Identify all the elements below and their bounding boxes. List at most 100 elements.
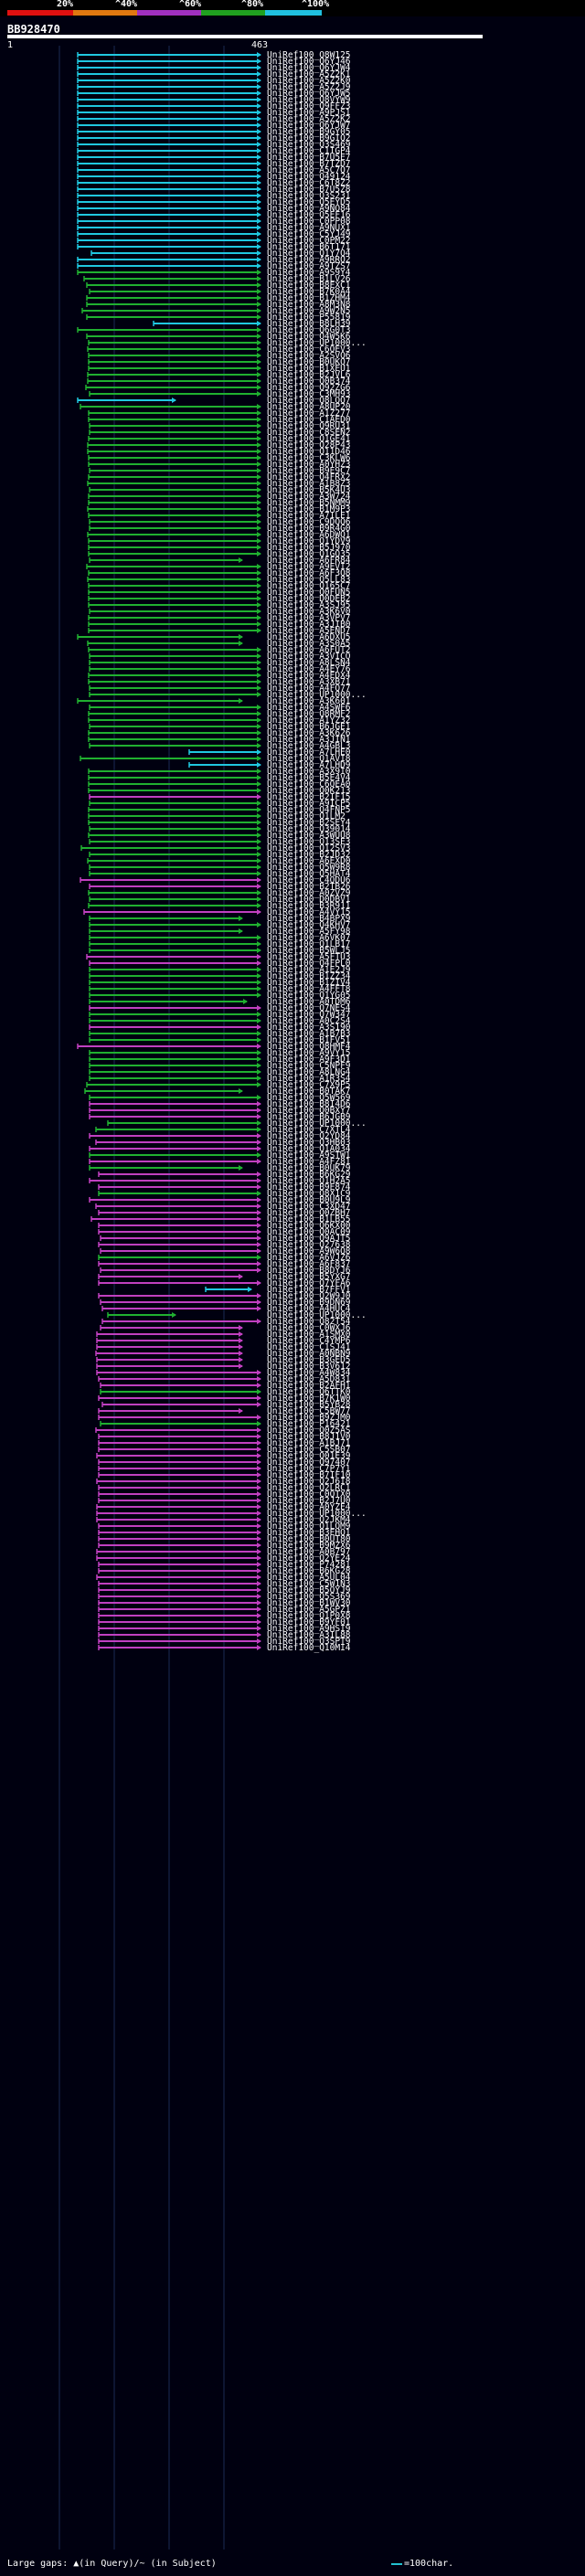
hit-label[interactable]: UniRef100_C0PP08 (267, 217, 351, 227)
hit-label[interactable]: UniRef100_Q1A034 (267, 1144, 351, 1154)
hit-label[interactable]: UniRef100_A4SWF6 (267, 703, 351, 713)
hit-label[interactable]: UniRef100_Q8X1C9 (267, 1189, 351, 1199)
hit-label[interactable]: UniRef100_Q7YFA6 (267, 1278, 351, 1288)
hit-label[interactable]: UniRef100_Q92ZG6 (267, 383, 351, 393)
hit-label[interactable]: UniRef100_A5FTU3 (267, 952, 351, 962)
hit-label[interactable]: UniRef100_Q1GE41 (267, 434, 351, 444)
hit-label[interactable]: UniRef100_B7K0A4 (267, 287, 351, 297)
hit-label[interactable]: UniRef100_Q6TTK0 (267, 1387, 351, 1397)
hit-label[interactable]: UniRef100_A1B8Z3 (267, 479, 351, 489)
hit-label[interactable]: UniRef100_Q1LB17 (267, 939, 351, 949)
hit-label[interactable]: UniRef100_Q8W125 (267, 50, 351, 60)
hit-label[interactable]: UniRef100_B5J970 (267, 543, 351, 553)
hit-label[interactable]: UniRef100_Q01E39 (267, 1451, 351, 1461)
hit-label[interactable]: UniRef100_B5NMM9 (267, 498, 351, 508)
hit-label[interactable]: UniRef100_Q1AVI8 (267, 754, 351, 764)
hit-label[interactable]: UniRef100_Q4FRX2 (267, 472, 351, 482)
hit-label[interactable]: UniRef100_B5WLJ5 (267, 946, 351, 956)
hit-label[interactable]: UniRef100_A0YHZ3 (267, 460, 351, 470)
hit-label[interactable]: UniRef100_B3EHQ1 (267, 1528, 351, 1538)
hit-label[interactable]: UniRef100_A3XB71 (267, 677, 351, 687)
hit-label[interactable]: UniRef100_Q165C7 (267, 581, 351, 591)
hit-label[interactable]: UniRef100_Q3S231 (267, 191, 351, 201)
hit-label[interactable]: UniRef100_B0UT80 (267, 1534, 351, 1544)
hit-label[interactable]: UniRef100_Q9FFZ3 (267, 101, 351, 111)
hit-label[interactable]: UniRef100_B3GED5 (267, 1355, 351, 1365)
hit-label[interactable]: UniRef100_B9E874 (267, 1182, 351, 1193)
hit-label[interactable]: UniRef100_C3XD47 (267, 1202, 351, 1212)
hit-label[interactable]: UniRef100_Q8RMF2 (267, 709, 351, 719)
hit-label[interactable]: UniRef100_A4VY15 (267, 907, 351, 917)
hit-label[interactable]: UniRef100_Q6KX00 (267, 1221, 351, 1231)
hit-label[interactable]: UniRef100_A9STW1 (267, 1150, 351, 1161)
hit-label[interactable]: UniRef100_Q0ZBH7 (267, 1208, 351, 1218)
hit-label[interactable]: UniRef100_D0DEB2 (267, 594, 351, 604)
hit-label[interactable]: UniRef100_B7IF10 (267, 1470, 351, 1480)
hit-label[interactable]: UniRef100_A4FZ81 (267, 1157, 351, 1167)
hit-label[interactable]: UniRef100_A7LHE0 (267, 747, 351, 758)
hit-label[interactable]: UniRef100_A8LSN4 (267, 658, 351, 668)
hit-label[interactable]: UniRef100_A8M3N8 (267, 300, 351, 310)
hit-label[interactable]: UniRef100_Q5W9R8 (267, 863, 351, 873)
hit-label[interactable]: UniRef100_B5QYJ9 (267, 1585, 351, 1595)
hit-label[interactable]: UniRef100_B1FV51 (267, 1035, 351, 1045)
hit-label[interactable]: UniRef100_Q8VYW9 (267, 95, 351, 105)
hit-label[interactable]: UniRef100_Q6YJW5 (267, 89, 351, 99)
hit-label[interactable]: UniRef100_A4EDX4 (267, 671, 351, 681)
hit-label[interactable]: UniRef100_C9DQQ6 (267, 517, 351, 527)
hit-label[interactable]: UniRef100_A5Z2K2 (267, 114, 351, 124)
hit-label[interactable]: UniRef100_Q5HAT4 (267, 869, 351, 879)
hit-label[interactable]: UniRef100_Q6YJW4 (267, 63, 351, 73)
hit-label[interactable]: UniRef100_A1YZ32 (267, 716, 351, 726)
hit-label[interactable]: UniRef100_B7U5E7 (267, 153, 351, 163)
hit-label[interactable]: UniRef100_A5Z2K0 (267, 76, 351, 86)
hit-label[interactable]: UniRef100_C7X9P5 (267, 1080, 351, 1090)
hit-label[interactable]: UniRef100_B1ZHM4 (267, 293, 351, 303)
hit-label[interactable]: UniRef100_A4FFT8 (267, 984, 351, 994)
hit-label[interactable]: UniRef100_Q1Y7Q4 (267, 249, 351, 259)
hit-label[interactable]: UniRef100_A9HSI9 (267, 1624, 351, 1634)
hit-label[interactable]: UniRef100_Q0AC09 (267, 1227, 351, 1237)
hit-label[interactable]: UniRef100_A8UP20 (267, 402, 351, 412)
hit-label[interactable]: UniRef100_Q3SPT9 (267, 1637, 351, 1647)
hit-label[interactable]: UniRef100_B1ZIV4 (267, 978, 351, 988)
hit-label[interactable]: UniRef100_Q0BXY7 (267, 1106, 351, 1116)
hit-label[interactable]: UniRef100_Q2LRC1 (267, 1483, 351, 1493)
hit-label[interactable]: UniRef100_B2IF15 (267, 792, 351, 802)
hit-label[interactable]: UniRef100_B2J7U0 (267, 1496, 351, 1506)
hit-label[interactable]: UniRef100_A5UL04 (267, 1573, 351, 1583)
hit-label[interactable]: UniRef100_UP1000... (267, 1118, 367, 1129)
hit-label[interactable]: UniRef100_A4GBL3 (267, 741, 351, 751)
hit-label[interactable]: UniRef100_A9S9Y4 (267, 268, 351, 278)
hit-label[interactable]: UniRef100_Q82T54 (267, 1317, 351, 1327)
hit-label[interactable]: UniRef100_P16421 (267, 1419, 351, 1429)
hit-label[interactable]: UniRef100_B0UKQ7 (267, 357, 351, 367)
hit-label[interactable]: UniRef100_C3KLW6 (267, 453, 351, 463)
hit-label[interactable]: UniRef100_Q39014 (267, 824, 351, 834)
hit-label[interactable]: UniRef100_B1LV26 (267, 274, 351, 284)
hit-label[interactable]: UniRef100_A4EY76 (267, 664, 351, 674)
hit-label[interactable]: UniRef100_B6JGE1 (267, 722, 351, 732)
hit-label[interactable]: UniRef100_Q28P43 (267, 440, 351, 451)
hit-label[interactable]: UniRef100_A6VJZ6 (267, 1253, 351, 1263)
hit-label[interactable]: UniRef100_C7XTL4 (267, 1125, 351, 1135)
hit-label[interactable]: UniRef100_C1SJ41 (267, 1342, 351, 1352)
hit-label[interactable]: UniRef100_A4HUC4 (267, 1304, 351, 1314)
hit-label[interactable]: UniRef100_Q2W9J0 (267, 1291, 351, 1301)
hit-label[interactable]: UniRef100_Q5W569 (267, 1093, 351, 1103)
hit-label[interactable]: UniRef100_Q27638 (267, 1240, 351, 1250)
hit-label[interactable]: UniRef100_Q4W5K6 (267, 332, 351, 342)
hit-label[interactable]: UniRef100_B3R911 (267, 901, 351, 911)
hit-label[interactable]: UniRef100_C4YMP6 (267, 1336, 351, 1346)
hit-label[interactable]: UniRef100_B9E9C7 (267, 466, 351, 476)
hit-label[interactable]: UniRef100_B9YF01 (267, 1617, 351, 1627)
hit-label[interactable]: UniRef100_Q5S369 (267, 1592, 351, 1602)
hit-label[interactable]: UniRef100_C4QDU6 (267, 875, 351, 885)
hit-label[interactable]: UniRef100_A0B797 (267, 1547, 351, 1557)
hit-label[interactable]: UniRef100_B5YB28 (267, 1400, 351, 1410)
hit-label[interactable]: UniRef100_Q3HB03 (267, 1138, 351, 1148)
hit-label[interactable]: UniRef100_A6DXU5 (267, 632, 351, 642)
hit-label[interactable]: UniRef100_A9F3D1 (267, 1055, 351, 1065)
hit-label[interactable]: UniRef100_A6EXD0 (267, 856, 351, 866)
hit-label[interactable]: UniRef100_A3X9I0 (267, 767, 351, 777)
